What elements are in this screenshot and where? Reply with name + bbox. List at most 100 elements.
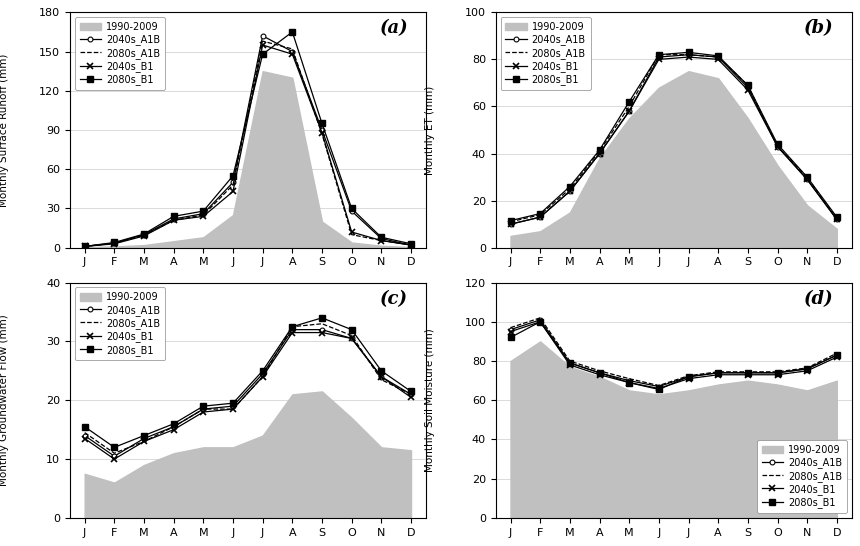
Line: 2080s_A1B: 2080s_A1B — [511, 318, 837, 385]
2040s_A1B — [506, 327, 516, 333]
Line: 2040s_B1: 2040s_B1 — [82, 42, 415, 250]
2040s_B1 — [198, 213, 208, 219]
2040s_B1 — [109, 241, 120, 247]
2080s_A1B — [316, 321, 327, 327]
2080s_A1B — [802, 174, 813, 180]
2080s_B1 — [109, 239, 120, 246]
2080s_B1 — [743, 82, 753, 88]
2080s_A1B — [594, 367, 605, 374]
2040s_A1B — [654, 54, 664, 61]
Line: 2080s_B1: 2080s_B1 — [507, 319, 839, 392]
2080s_A1B — [654, 51, 664, 58]
2040s_B1 — [684, 376, 694, 382]
2080s_A1B — [228, 406, 238, 412]
Line: 2040s_A1B: 2040s_A1B — [83, 327, 414, 459]
2080s_B1 — [169, 420, 179, 427]
Legend: 1990-2009, 2040s_A1B, 2080s_A1B, 2040s_B1, 2080s_B1: 1990-2009, 2040s_A1B, 2080s_A1B, 2040s_B… — [501, 17, 591, 90]
2040s_B1 — [257, 373, 267, 380]
2080s_B1 — [802, 366, 813, 372]
2080s_A1B — [506, 218, 516, 225]
2040s_A1B — [79, 243, 89, 250]
2040s_B1 — [802, 176, 813, 183]
2040s_A1B — [316, 327, 327, 333]
2040s_B1 — [713, 56, 723, 63]
2040s_A1B — [594, 370, 605, 376]
2080s_A1B — [743, 369, 753, 375]
2080s_B1 — [832, 352, 842, 358]
Legend: 1990-2009, 2040s_A1B, 2080s_A1B, 2040s_B1, 2080s_B1: 1990-2009, 2040s_A1B, 2080s_A1B, 2040s_B… — [75, 287, 165, 360]
2080s_B1 — [802, 174, 813, 180]
2080s_B1 — [506, 217, 516, 224]
2080s_A1B — [594, 148, 605, 155]
2080s_B1 — [79, 424, 89, 430]
2040s_B1 — [506, 221, 516, 228]
2040s_A1B — [743, 370, 753, 376]
2080s_A1B — [406, 242, 416, 248]
2080s_B1 — [257, 51, 267, 57]
2040s_A1B — [376, 235, 386, 242]
Line: 2080s_A1B: 2080s_A1B — [511, 55, 837, 222]
2040s_B1 — [228, 188, 238, 195]
2040s_B1 — [713, 371, 723, 378]
2080s_B1 — [109, 444, 120, 450]
Line: 2080s_A1B: 2080s_A1B — [84, 324, 411, 453]
2080s_A1B — [506, 324, 516, 331]
Y-axis label: Monthly Groundwater Flow (mm): Monthly Groundwater Flow (mm) — [0, 314, 9, 486]
2040s_B1 — [684, 54, 694, 61]
2040s_A1B — [198, 406, 208, 412]
2080s_A1B — [565, 186, 575, 192]
2080s_A1B — [198, 212, 208, 218]
2040s_B1 — [316, 329, 327, 336]
2040s_A1B — [228, 179, 238, 186]
2040s_A1B — [684, 51, 694, 58]
Legend: 1990-2009, 2040s_A1B, 2080s_A1B, 2040s_B1, 2080s_B1: 1990-2009, 2040s_A1B, 2080s_A1B, 2040s_B… — [757, 440, 847, 513]
2080s_A1B — [565, 358, 575, 364]
2040s_A1B — [713, 370, 723, 376]
2040s_B1 — [565, 188, 575, 194]
2040s_A1B — [832, 216, 842, 223]
2080s_B1 — [772, 370, 783, 376]
2040s_A1B — [802, 366, 813, 372]
2080s_B1 — [228, 173, 238, 179]
2040s_A1B — [138, 232, 149, 238]
2040s_A1B — [169, 424, 179, 430]
2080s_B1 — [535, 318, 545, 325]
2080s_A1B — [228, 182, 238, 188]
2040s_B1 — [347, 335, 357, 342]
2040s_A1B — [772, 143, 783, 150]
2040s_B1 — [832, 354, 842, 360]
2040s_B1 — [79, 435, 89, 442]
2040s_B1 — [594, 371, 605, 378]
2080s_B1 — [257, 367, 267, 374]
2080s_A1B — [802, 365, 813, 371]
2040s_A1B — [109, 453, 120, 459]
2080s_B1 — [713, 370, 723, 376]
2080s_B1 — [138, 432, 149, 439]
Legend: 1990-2009, 2040s_A1B, 2080s_A1B, 2040s_B1, 2080s_B1: 1990-2009, 2040s_A1B, 2080s_A1B, 2040s_B… — [75, 17, 165, 90]
2080s_B1 — [406, 388, 416, 395]
2080s_B1 — [376, 234, 386, 241]
Line: 2040s_B1: 2040s_B1 — [507, 319, 840, 391]
Y-axis label: Monthly Soil Moisture (mm): Monthly Soil Moisture (mm) — [425, 328, 435, 472]
2040s_A1B — [138, 435, 149, 442]
2080s_A1B — [743, 82, 753, 88]
2040s_A1B — [506, 221, 516, 228]
2080s_B1 — [287, 29, 298, 35]
2040s_B1 — [228, 406, 238, 412]
2080s_A1B — [406, 391, 416, 397]
2080s_B1 — [169, 213, 179, 219]
2080s_B1 — [347, 205, 357, 212]
2040s_B1 — [654, 56, 664, 63]
2080s_A1B — [684, 51, 694, 58]
2080s_A1B — [654, 382, 664, 389]
2080s_A1B — [79, 429, 89, 436]
2040s_A1B — [347, 335, 357, 342]
2080s_B1 — [347, 327, 357, 333]
2080s_B1 — [506, 334, 516, 341]
2080s_A1B — [535, 314, 545, 321]
2080s_A1B — [624, 376, 635, 382]
2080s_B1 — [79, 243, 89, 250]
2040s_B1 — [316, 129, 327, 136]
2080s_A1B — [772, 369, 783, 375]
2040s_A1B — [624, 108, 635, 115]
